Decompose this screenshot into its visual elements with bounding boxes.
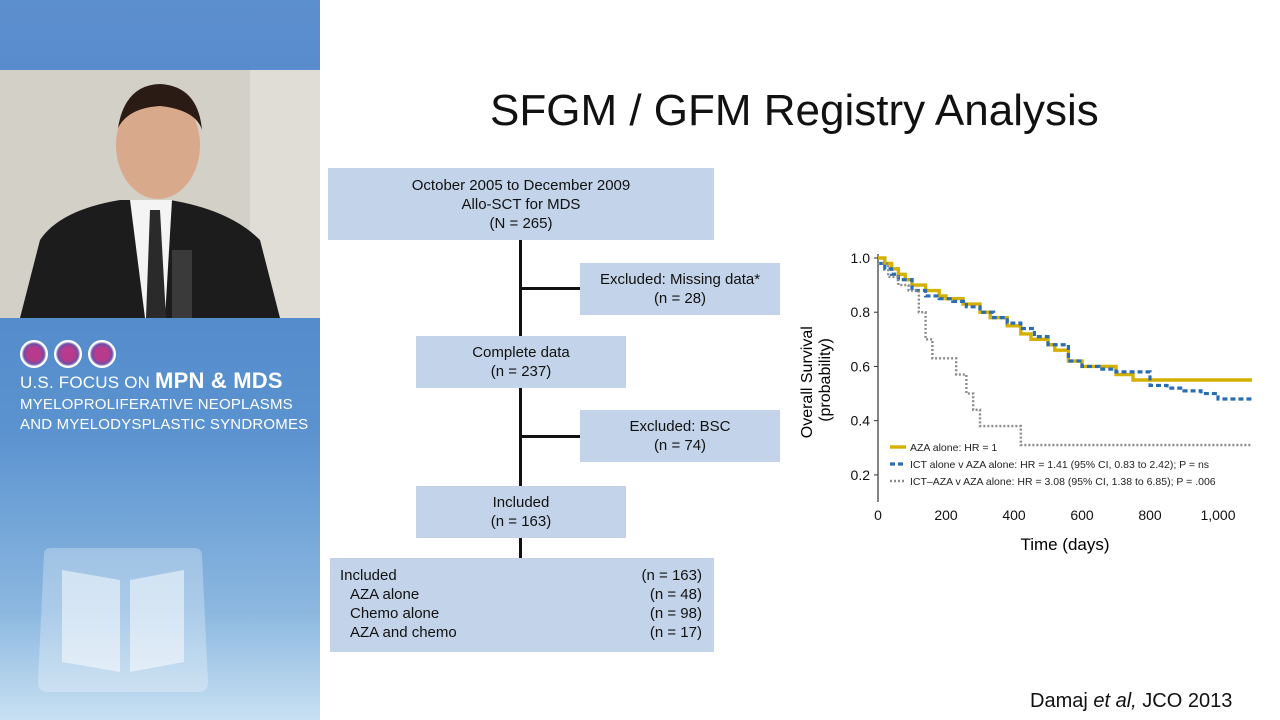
y-axis-label: Overall Survival (probability) — [799, 322, 834, 438]
branding-panel: U.S. FOCUS ON MPN & MDS MYELOPROLIFERATI… — [0, 0, 320, 720]
speaker-video — [0, 70, 320, 318]
flow-box-text: (n = 74) — [653, 437, 707, 454]
x-axis-label: Time (days) — [1020, 535, 1109, 554]
flow-connector — [519, 240, 522, 558]
brand-title: U.S. FOCUS ON MPN & MDS — [20, 368, 283, 393]
legend-label: ICT alone v AZA alone: HR = 1.41 (95% CI… — [910, 459, 1209, 471]
x-tick-label: 0 — [874, 507, 882, 523]
flow-box-text: Excluded: Missing data* — [599, 271, 761, 288]
breakdown-label: Included — [340, 567, 397, 584]
flow-box-enrolled: October 2005 to December 2009 Allo-SCT f… — [328, 168, 714, 240]
logo-circle-icon — [20, 340, 48, 368]
flow-box-excluded-missing: Excluded: Missing data* (n = 28) — [580, 263, 780, 315]
x-tick-label: 400 — [1002, 507, 1026, 523]
x-tick-label: 1,000 — [1200, 507, 1235, 523]
breakdown-count: (n = 48) — [649, 586, 702, 603]
series-line-1 — [878, 256, 1252, 382]
y-tick-label: 0.8 — [851, 304, 871, 320]
conference-logo — [20, 340, 116, 368]
citation: Damaj et al, JCO 2013 — [1030, 690, 1233, 712]
chart-series — [878, 256, 1252, 447]
flow-box-breakdown: Included (n = 163) AZA alone (n = 48) Ch… — [330, 558, 714, 652]
legend-label: ICT–AZA v AZA alone: HR = 3.08 (95% CI, … — [910, 476, 1216, 488]
survival-chart: 0.2 0.4 0.6 0.8 1.0 0 200 400 600 800 1,000 AZA al… — [799, 250, 1252, 554]
y-axis-label-line1: Overall Survival — [799, 326, 816, 438]
flow-box-complete: Complete data (n = 237) — [416, 336, 626, 388]
brand-subtitle-1: MYELOPROLIFERATIVE NEOPLASMS — [20, 396, 293, 413]
flow-box-text: Excluded: BSC — [629, 418, 731, 435]
breakdown-row: AZA alone (n = 48) — [340, 585, 702, 604]
brand-subtitle-2: AND MYELODYSPLASTIC SYNDROMES — [20, 416, 309, 433]
slide-title: SFGM / GFM Registry Analysis — [490, 86, 1099, 135]
breakdown-label: AZA alone — [350, 586, 420, 603]
flow-box-text: (n = 237) — [490, 363, 552, 380]
breakdown-row: AZA and chemo (n = 17) — [340, 623, 702, 642]
y-tick-label: 1.0 — [851, 250, 871, 266]
breakdown-count: (n = 163) — [641, 567, 702, 584]
breakdown-count: (n = 98) — [649, 605, 702, 622]
y-tick-label: 0.6 — [851, 358, 871, 374]
legend-label: AZA alone: HR = 1 — [910, 442, 997, 454]
y-tick-label: 0.4 — [851, 413, 871, 429]
x-tick-label: 800 — [1138, 507, 1162, 523]
flow-box-text: (N = 265) — [489, 215, 553, 232]
flow-box-text: Included — [492, 494, 550, 511]
flow-box-text: (n = 28) — [653, 290, 707, 307]
flow-box-text: Allo-SCT for MDS — [461, 196, 581, 213]
y-tick-label: 0.2 — [851, 467, 871, 483]
book-logo-icon — [38, 548, 208, 692]
flow-box-text: Complete data — [472, 344, 570, 361]
logo-circle-icon — [88, 340, 116, 368]
flow-connector — [519, 435, 581, 438]
flow-connector — [519, 287, 581, 290]
flow-box-text: October 2005 to December 2009 — [411, 177, 631, 194]
breakdown-row: Included (n = 163) — [340, 566, 702, 585]
y-axis-label-line2: (probability) — [817, 338, 834, 422]
chart-legend: AZA alone: HR = 1 ICT alone v AZA alone: … — [890, 442, 1216, 488]
breakdown-label: AZA and chemo — [350, 624, 457, 641]
breakdown-count: (n = 17) — [649, 624, 702, 641]
flow-box-excluded-bsc: Excluded: BSC (n = 74) — [580, 410, 780, 462]
flow-box-text: (n = 163) — [490, 513, 552, 530]
breakdown-label: Chemo alone — [350, 605, 440, 622]
x-tick-label: 200 — [934, 507, 958, 523]
x-tick-label: 600 — [1070, 507, 1094, 523]
breakdown-row: Chemo alone (n = 98) — [340, 604, 702, 623]
chart-axes: 0.2 0.4 0.6 0.8 1.0 0 200 400 600 800 1,000 — [851, 250, 1236, 523]
speaker-figure — [0, 70, 320, 318]
logo-circle-icon — [54, 340, 82, 368]
series-line-3 — [878, 262, 1252, 447]
flow-box-included: Included (n = 163) — [416, 486, 626, 538]
